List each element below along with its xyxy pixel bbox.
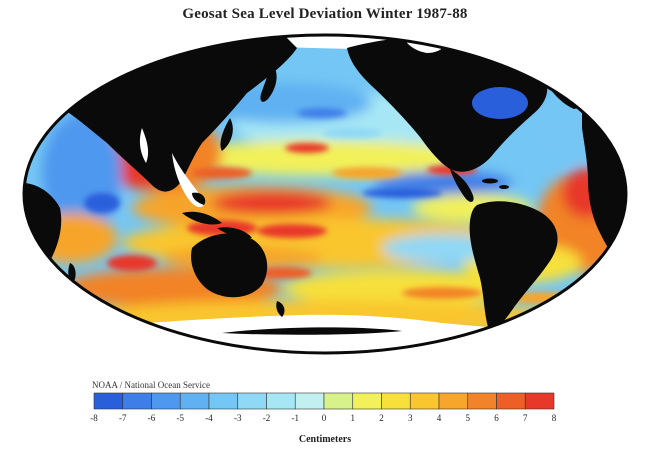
scale-swatch xyxy=(323,392,354,410)
map-title: Geosat Sea Level Deviation Winter 1987-8… xyxy=(182,6,468,22)
scale-swatch xyxy=(208,392,239,410)
scale-tick-label: 7 xyxy=(523,413,528,423)
scale-tick-label: -2 xyxy=(263,413,271,423)
scale-tick-label: -7 xyxy=(119,413,127,423)
scale-tick-label: 5 xyxy=(466,413,471,423)
indonesia xyxy=(182,192,252,239)
credit-text: NOAA / National Ocean Service xyxy=(92,380,210,390)
scale-swatch xyxy=(467,392,497,410)
scale-tick-label: 6 xyxy=(494,413,499,423)
scale-swatch xyxy=(179,392,210,410)
new-zealand xyxy=(276,301,285,317)
hudson-bay xyxy=(472,87,528,119)
scale-tick-label: -5 xyxy=(177,413,185,423)
globe-outline xyxy=(22,33,628,355)
north-america xyxy=(347,36,548,172)
units-label: Centimeters xyxy=(298,434,352,445)
scale-swatch xyxy=(352,392,382,410)
sea-level-map xyxy=(22,33,628,355)
scale-tick-label: -4 xyxy=(205,413,213,423)
asia-coast-ice-2 xyxy=(139,128,149,163)
scale-tick-label: -8 xyxy=(90,413,98,423)
scale-tick-label: 1 xyxy=(351,413,356,423)
south-america xyxy=(469,201,558,330)
scale-swatch xyxy=(122,392,152,410)
scale-tick-label: 0 xyxy=(322,413,327,423)
scale-tick-label: -6 xyxy=(148,413,156,423)
scale-swatch xyxy=(151,392,181,410)
scale-swatch xyxy=(381,392,411,410)
central-america xyxy=(450,169,474,202)
scale-tick-label: -3 xyxy=(234,413,242,423)
scale-tick-label: 4 xyxy=(437,413,442,423)
caribbean-islands xyxy=(482,178,509,189)
japan xyxy=(220,118,233,151)
scale-swatch xyxy=(93,392,124,410)
scale-tick-label: 3 xyxy=(408,413,413,423)
color-scale: -8 -7 -6 -5 -4 -3 -2 -1 0 1 2 3 4 5 6 7 8 xyxy=(84,392,564,441)
scale-swatch xyxy=(496,392,526,410)
antarctica xyxy=(24,314,626,353)
scale-tick-label: -1 xyxy=(292,413,300,423)
scale-swatch xyxy=(237,392,267,410)
scale-swatch xyxy=(294,392,325,410)
scale-swatch xyxy=(266,392,296,410)
antarctic-rock xyxy=(222,327,402,335)
kamchatka xyxy=(260,63,277,102)
scale-swatch xyxy=(524,392,555,410)
scale-swatch xyxy=(438,392,469,410)
scale-swatch xyxy=(409,392,440,410)
scale-tick-label: 8 xyxy=(552,413,557,423)
scale-tick-label: 2 xyxy=(379,413,384,423)
australia xyxy=(191,233,268,298)
